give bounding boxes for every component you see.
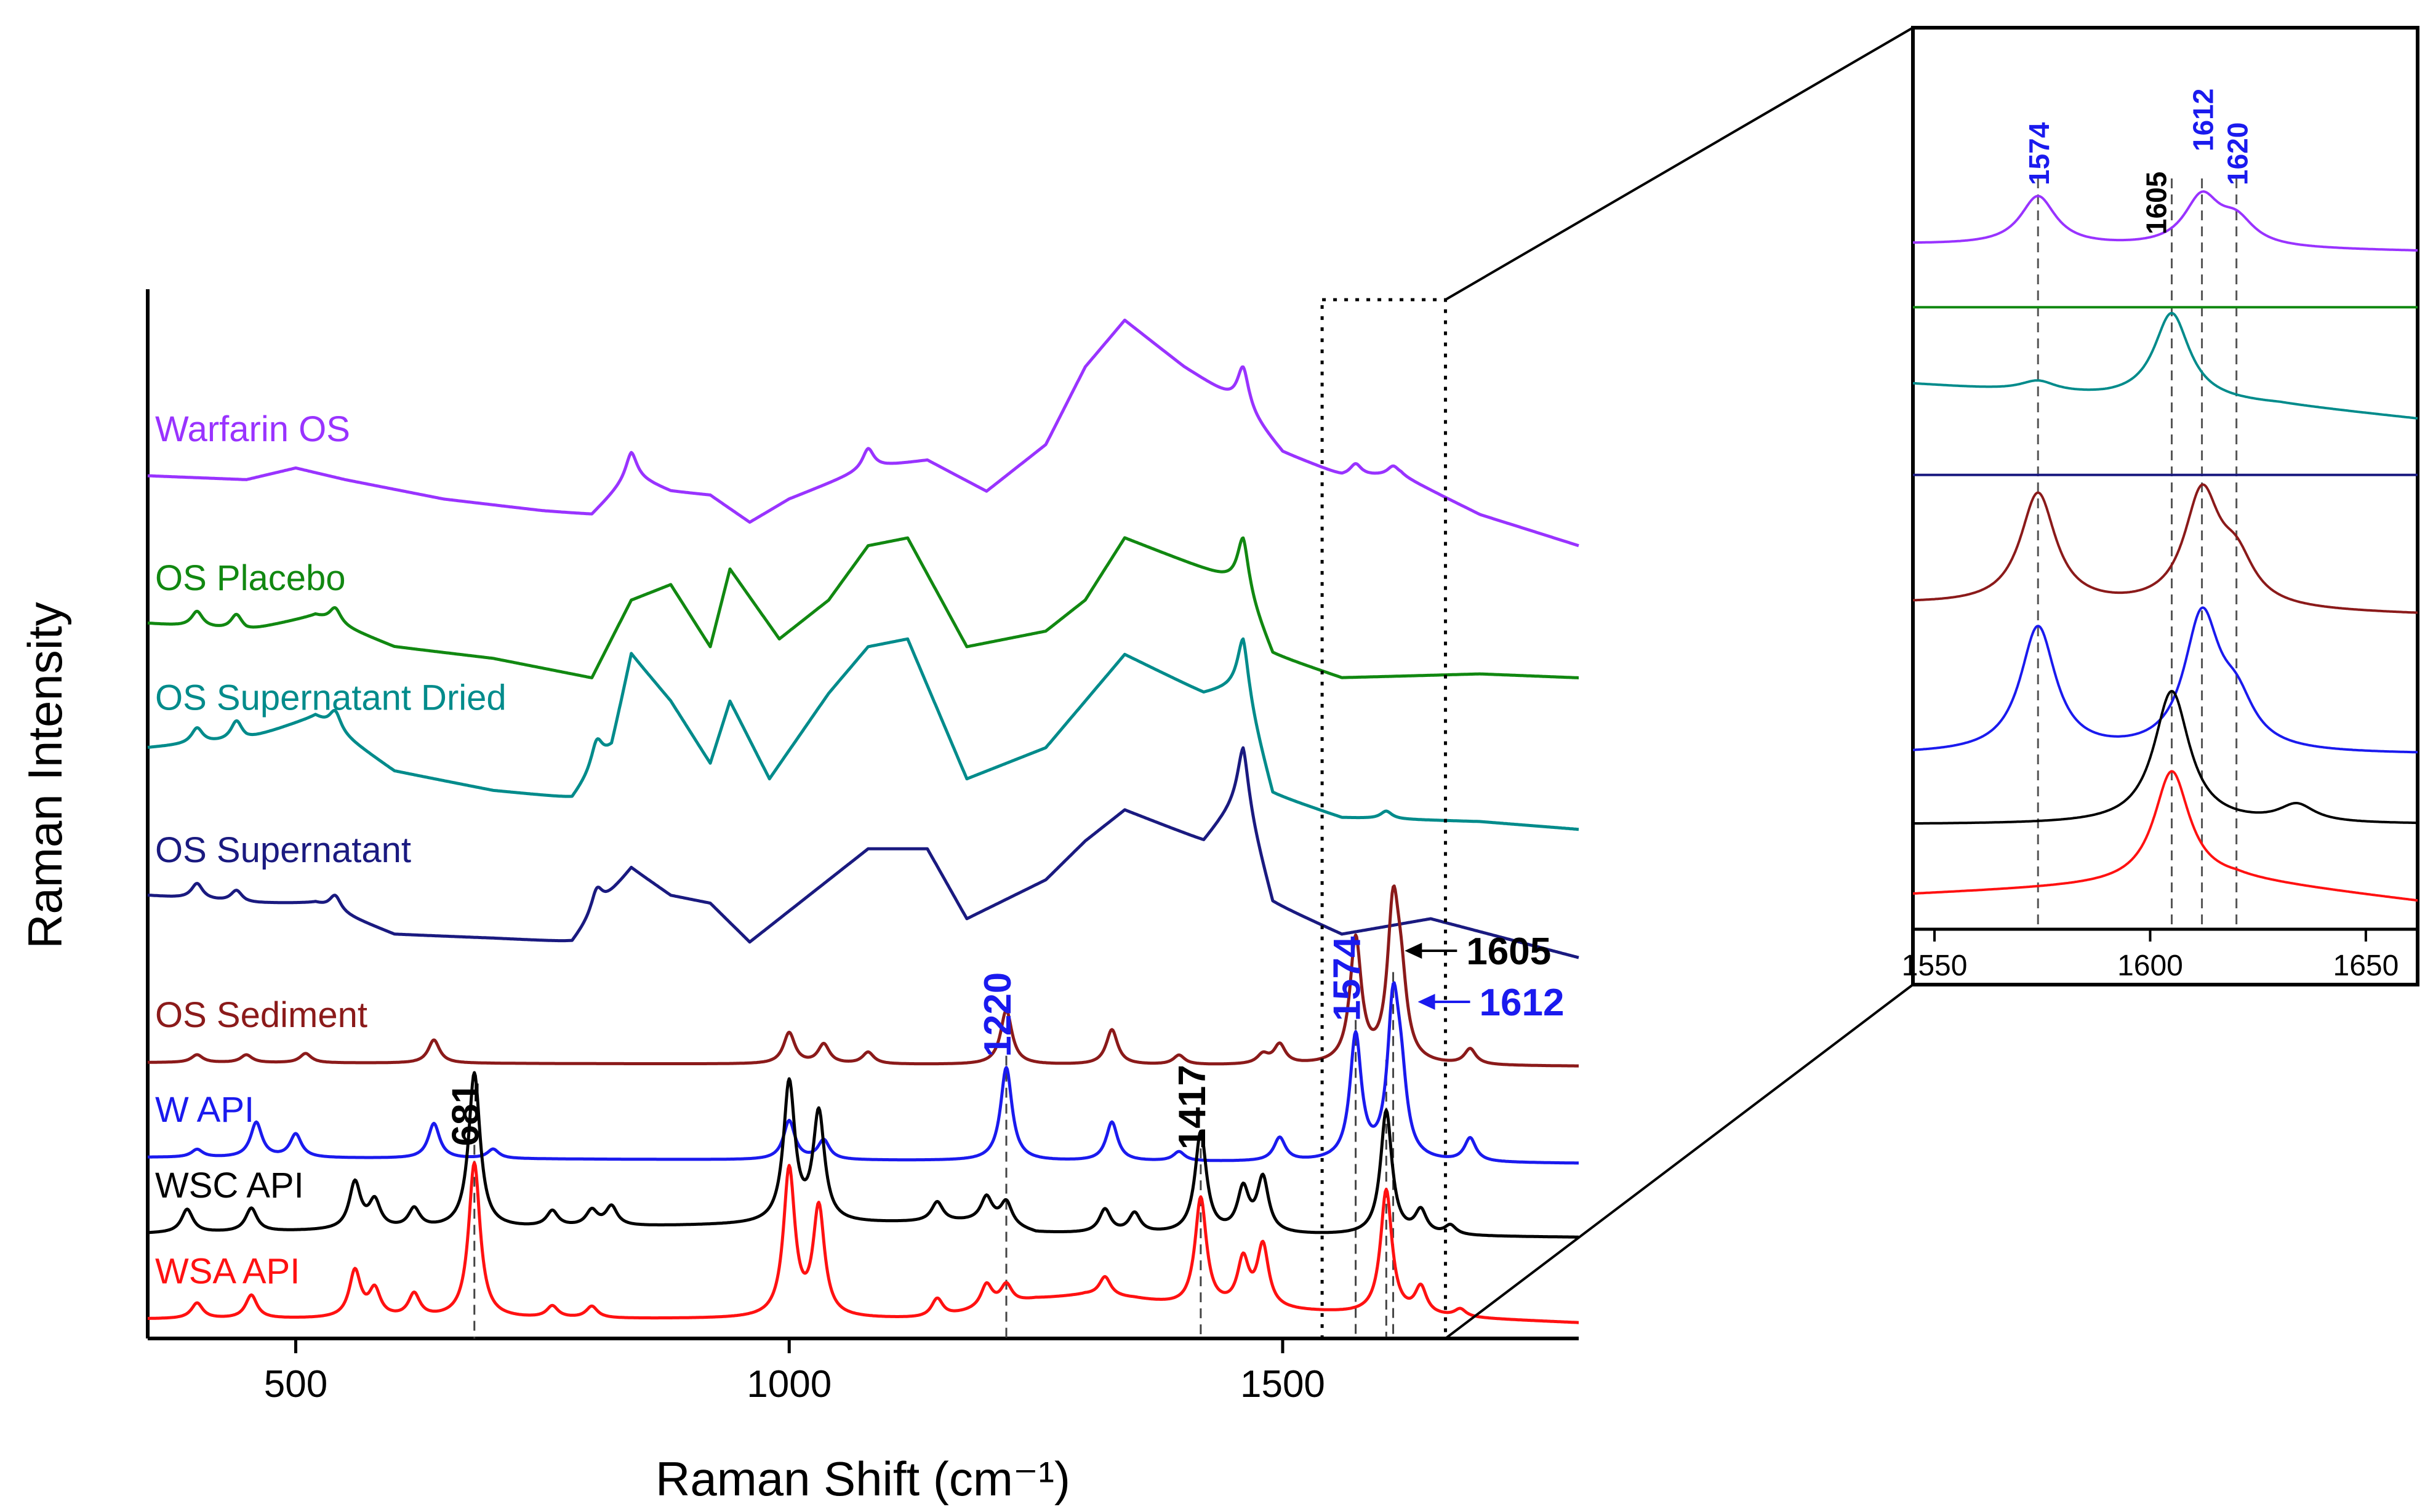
inset-annotation-lines xyxy=(2037,178,2238,929)
series-label-warfarin-os: Warfarin OS xyxy=(155,409,350,449)
main-chart: 500 1000 1500 Warfarin OS OS Placebo OS Supe… xyxy=(18,289,1579,1506)
inset-series-line-w-api xyxy=(1912,606,2418,754)
series-label-os-supernatant: OS Supernatant xyxy=(155,830,411,870)
series-line-os-placebo xyxy=(147,536,1579,679)
main-series-group xyxy=(147,318,1579,1324)
series-line-w-api xyxy=(147,981,1579,1165)
inset-series-line-os-sediment xyxy=(1912,483,2418,614)
inset-annotation-label: 1574 xyxy=(2023,122,2055,185)
main-peak-annotations: 681 1220 1417 1574 1605 1612 xyxy=(445,930,1565,1150)
inset-annotation-label: 1605 xyxy=(2141,172,2173,234)
main-annotation-label: 1574 xyxy=(1326,936,1369,1021)
y-axis-label: Raman Intensity xyxy=(18,602,72,949)
inset-x-tick-label: 1600 xyxy=(2117,950,2183,982)
series-line-warfarin-os xyxy=(147,318,1579,548)
series-line-os-supernatant-dried xyxy=(147,637,1579,831)
series-line-os-sediment xyxy=(147,884,1579,1068)
main-x-tick-label: 500 xyxy=(264,1363,327,1406)
main-annotation-lines xyxy=(473,972,1395,1338)
inset-frame xyxy=(1911,26,2419,986)
annotation-arrowhead xyxy=(1417,994,1435,1010)
inset-series-line-wsc-api xyxy=(1912,690,2418,825)
series-label-w-api: W API xyxy=(155,1090,254,1130)
series-label-os-placebo: OS Placebo xyxy=(155,558,346,598)
inset-x-tick-label: 1650 xyxy=(2333,950,2399,982)
inset-x-tick-label: 1550 xyxy=(1902,950,1968,982)
main-annotation-label: 1612 xyxy=(1480,982,1565,1024)
main-x-tick-label: 1000 xyxy=(747,1363,832,1406)
inset-x-ticks: 1550 1600 1650 xyxy=(1902,929,2399,982)
zoom-connector-bottom xyxy=(1445,983,1914,1340)
inset-series-line-wsa-api xyxy=(1912,770,2418,902)
main-annotation-label: 1417 xyxy=(1171,1065,1214,1150)
main-annotation-label: 1605 xyxy=(1466,930,1551,973)
main-annotation-label: 1220 xyxy=(977,972,1019,1057)
inset-annotation-label: 1620 xyxy=(2222,122,2254,185)
inset-annotation-label: 1612 xyxy=(2187,89,2219,151)
main-x-ticks: 500 1000 1500 xyxy=(264,1338,1325,1406)
main-x-tick-label: 1500 xyxy=(1240,1363,1325,1406)
x-axis-label: Raman Shift (cm⁻¹) xyxy=(655,1452,1070,1506)
zoom-connector-lines xyxy=(1445,26,1914,1340)
main-annotation-label: 681 xyxy=(445,1082,487,1146)
series-line-wsc-api xyxy=(147,1071,1579,1239)
inset-series-group xyxy=(1912,190,2418,931)
main-series-labels: Warfarin OS OS Placebo OS Supernatant Drie… xyxy=(155,409,507,1291)
inset-series-line-warfarin-os xyxy=(1912,190,2418,252)
annotation-arrowhead xyxy=(1405,943,1422,959)
series-label-wsa-api: WSA API xyxy=(155,1251,300,1291)
series-label-os-sediment: OS Sediment xyxy=(155,995,367,1035)
series-line-os-supernatant xyxy=(147,746,1579,959)
inset-series-line-os-supernatant-dried xyxy=(1912,311,2418,420)
series-label-wsc-api: WSC API xyxy=(155,1166,304,1206)
zoom-box xyxy=(1320,298,1448,1340)
series-line-wsa-api xyxy=(147,1161,1579,1324)
series-label-os-supernatant-dried: OS Supernatant Dried xyxy=(155,678,507,718)
zoom-connector-top xyxy=(1445,26,1914,301)
